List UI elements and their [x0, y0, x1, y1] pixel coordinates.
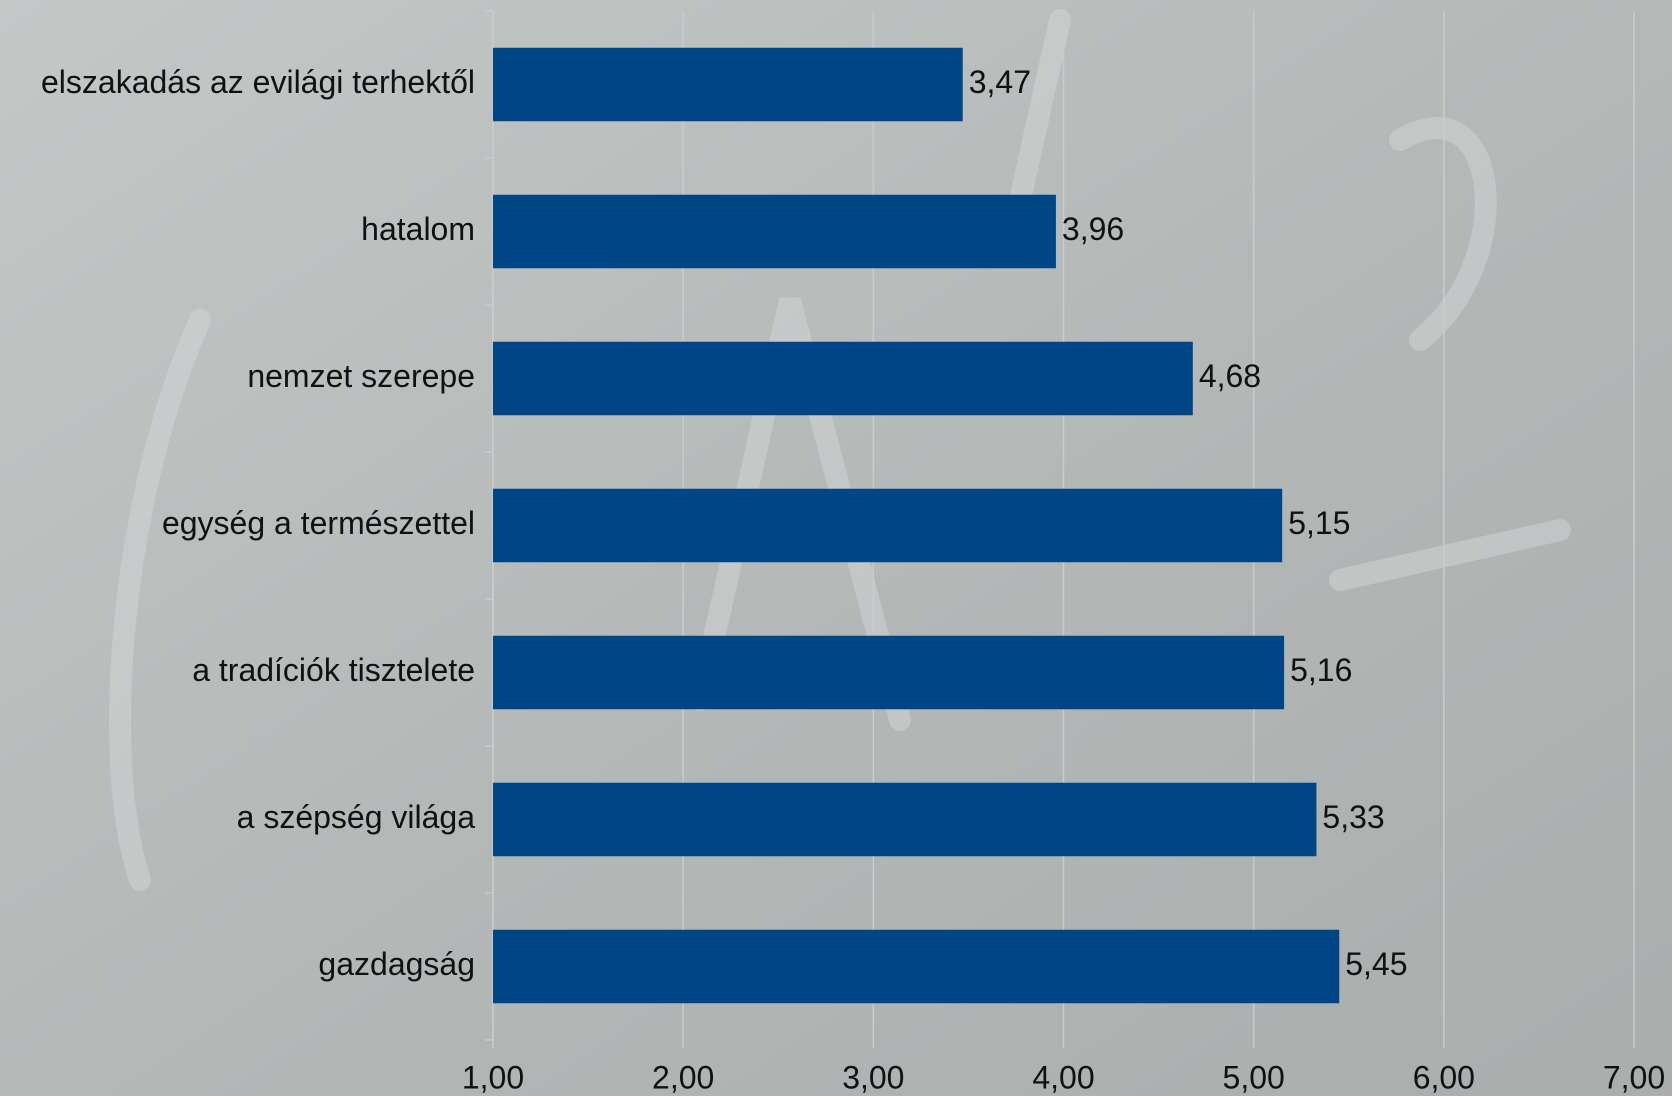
y-tick-label: nemzet szerepe: [247, 358, 475, 394]
bar: [493, 929, 1340, 1004]
y-tick-label: gazdagság: [318, 946, 475, 982]
x-tick-label: 6,00: [1413, 1059, 1475, 1095]
y-tick-label: elszakadás az evilági terhektől: [41, 64, 475, 100]
bar: [493, 341, 1193, 416]
x-tick-label: 4,00: [1032, 1059, 1094, 1095]
x-tick-label: 1,00: [462, 1059, 524, 1095]
value-label: 3,96: [1062, 211, 1124, 247]
x-tick-label: 5,00: [1223, 1059, 1285, 1095]
value-label: 3,47: [969, 64, 1031, 100]
value-label: 5,15: [1288, 505, 1350, 541]
bar: [493, 488, 1283, 563]
chalk-decoration: [109, 9, 1571, 891]
bar: [493, 47, 963, 122]
x-tick-label: 7,00: [1603, 1059, 1665, 1095]
bar: [493, 782, 1317, 857]
value-label: 4,68: [1199, 358, 1261, 394]
bar: [493, 194, 1056, 269]
value-label: 5,33: [1322, 799, 1384, 835]
value-label: 5,16: [1290, 652, 1352, 688]
value-label: 5,45: [1345, 946, 1407, 982]
x-tick-label: 2,00: [652, 1059, 714, 1095]
y-tick-label: a szépség világa: [237, 799, 476, 835]
bar: [493, 635, 1285, 710]
x-tick-label: 3,00: [842, 1059, 904, 1095]
y-tick-label: a tradíciók tisztelete: [192, 652, 475, 688]
y-tick-label: egység a természettel: [162, 505, 475, 541]
y-tick-label: hatalom: [361, 211, 475, 247]
